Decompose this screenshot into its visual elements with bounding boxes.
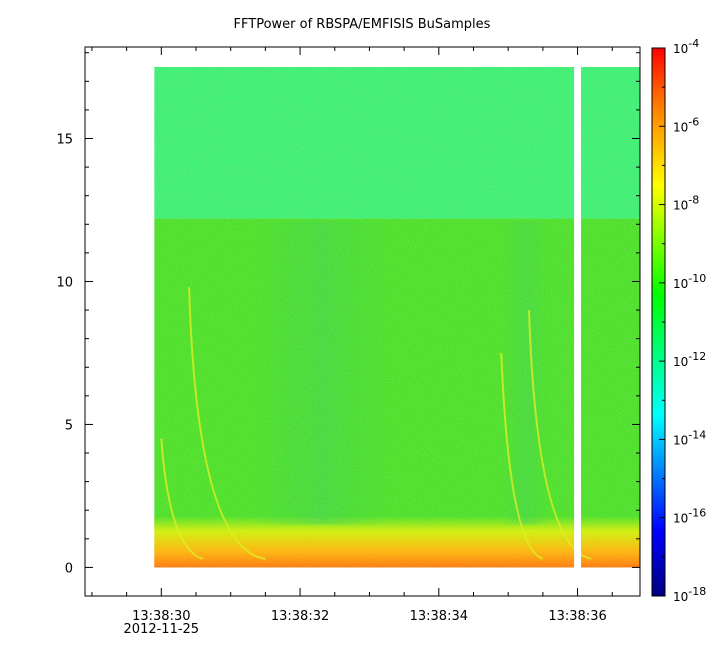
- y-tick-label: 10: [56, 275, 73, 290]
- x-tick-label: 13:38:34: [410, 609, 468, 624]
- trace-2: [500, 352, 544, 560]
- trace-0: [160, 438, 204, 560]
- plot-frame: [84, 46, 641, 597]
- x-tick-label: 13:38:32: [271, 609, 329, 624]
- noise-texture: [154, 67, 640, 568]
- colorbar-tick-label: 10-18: [673, 585, 706, 604]
- plot-area: [84, 46, 641, 597]
- colorbar-tick-label: 10-8: [673, 194, 699, 213]
- colorbar-tick-label: 10-12: [673, 350, 706, 369]
- x-tick-label: 13:38:30: [132, 609, 190, 624]
- x-tick-sublabel: 2012-11-25: [124, 622, 200, 637]
- x-tick-label: 13:38:36: [548, 609, 606, 624]
- chart-title: FFTPower of RBSPA/EMFISIS BuSamples: [233, 17, 491, 32]
- y-tick-label: 15: [56, 133, 73, 148]
- colorbar-tick-label: 10-6: [673, 115, 699, 134]
- data-gap: [574, 66, 582, 569]
- colorbar-tick-label: 10-10: [673, 272, 706, 291]
- trace-1: [188, 287, 266, 560]
- y-tick-label: 5: [65, 418, 73, 433]
- y-axis: 0 5 10 15: [56, 52, 640, 576]
- colorbar: 10-18 10-16 10-14 10-12 10-10 10-8 10-6 10-4: [651, 37, 706, 604]
- colorbar-tick-label: 10-4: [673, 37, 699, 56]
- colorbar-tick-label: 10-14: [673, 428, 706, 447]
- y-tick-label: 0: [65, 561, 73, 576]
- colorbar-tick-label: 10-16: [673, 507, 706, 526]
